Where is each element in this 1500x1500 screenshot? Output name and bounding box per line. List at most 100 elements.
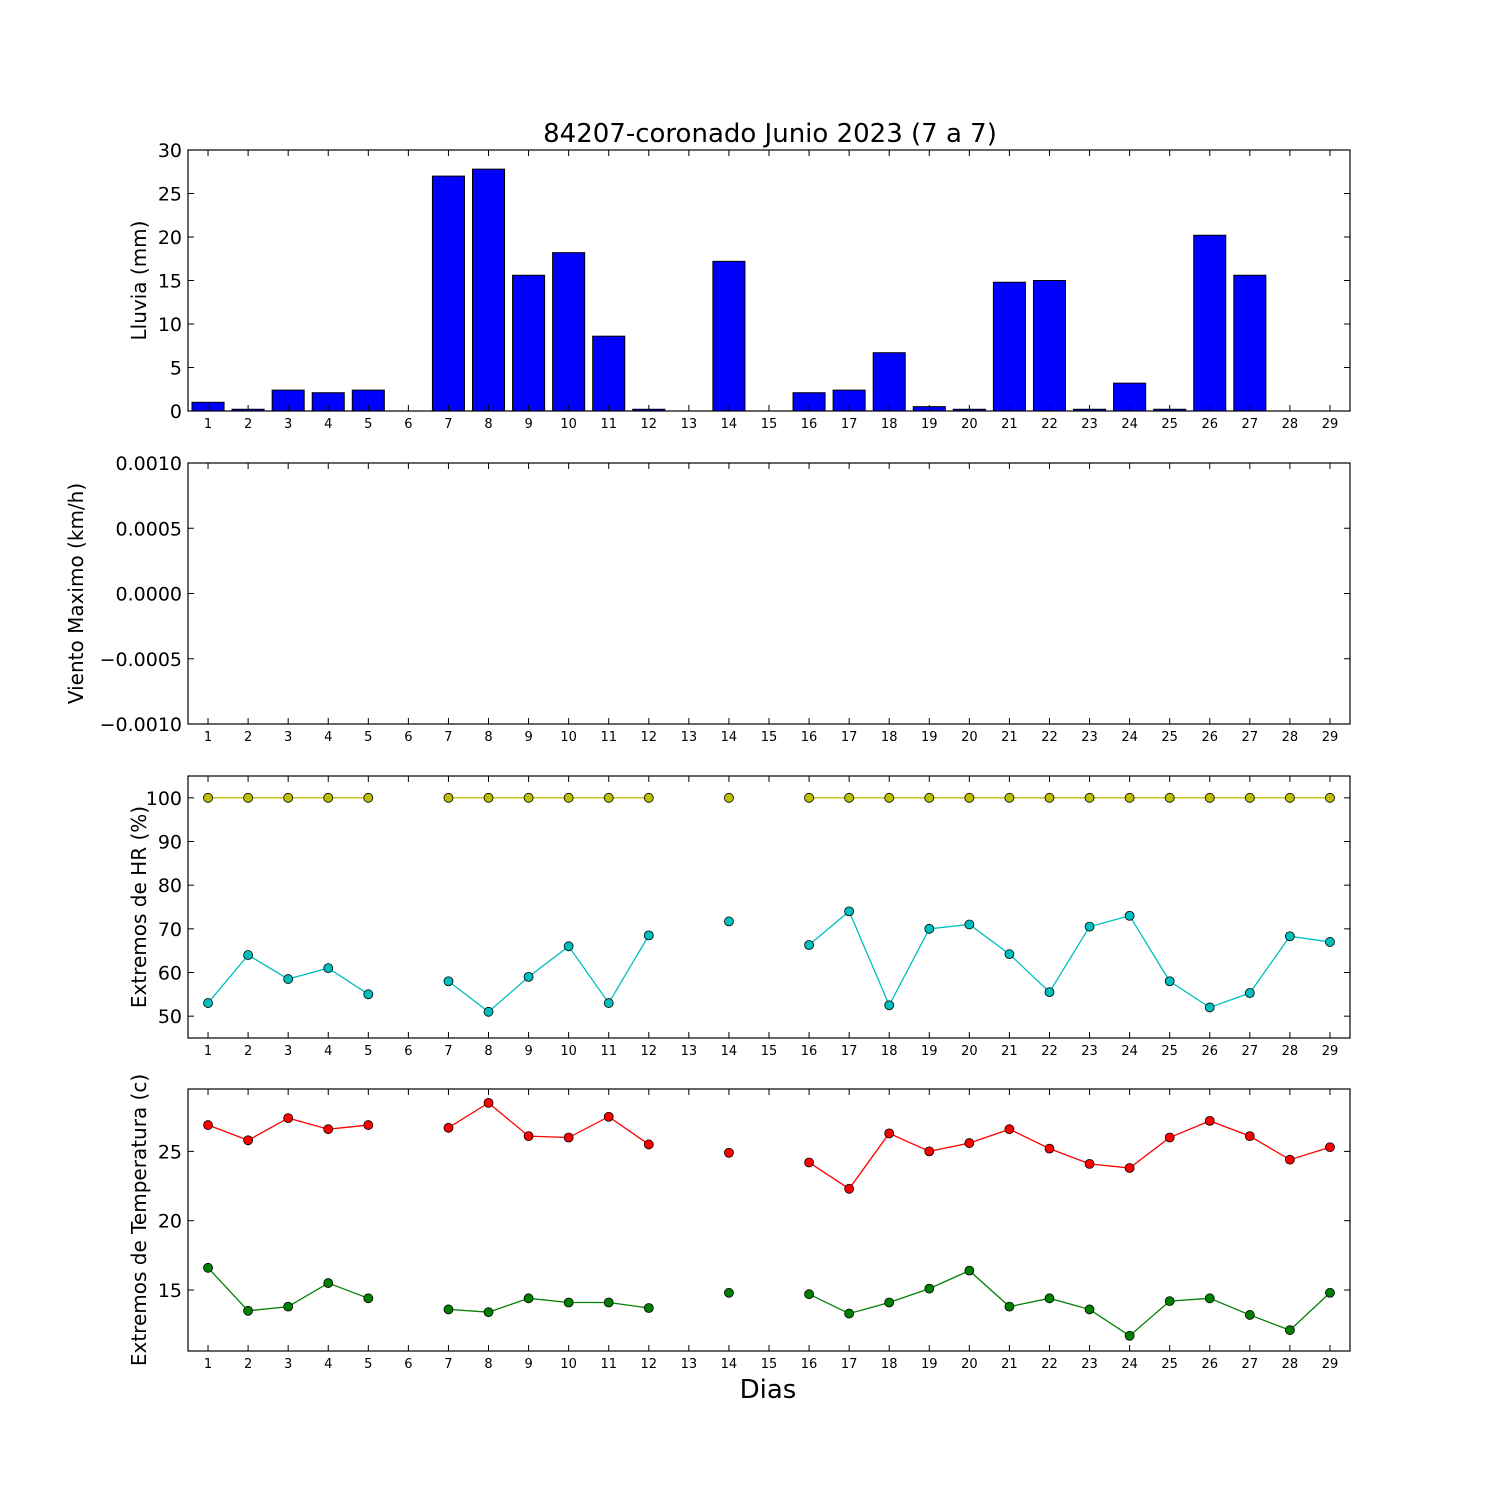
series-point-1 — [443, 1122, 454, 1133]
xtick-label: 4 — [324, 417, 332, 432]
series-point-1 — [643, 792, 654, 803]
xtick-label: 20 — [961, 730, 978, 745]
xtick-label: 20 — [961, 1357, 978, 1372]
ytick-label: 30 — [158, 140, 182, 162]
series-point-1 — [643, 1139, 654, 1150]
series-point-1 — [1284, 792, 1295, 803]
series-point-2 — [323, 1278, 334, 1288]
series-point-1 — [724, 792, 734, 803]
series-point-2 — [884, 1297, 895, 1308]
xtick-label: 29 — [1322, 1044, 1339, 1059]
series-point-1 — [243, 1135, 254, 1146]
rain-bar — [592, 335, 626, 412]
series-point-2 — [1164, 1296, 1175, 1306]
series-point-1 — [1204, 1115, 1215, 1126]
xtick-label: 12 — [641, 417, 658, 432]
series-point-1 — [483, 1097, 494, 1108]
xtick-label: 28 — [1282, 730, 1299, 745]
series-point-1 — [1164, 792, 1175, 803]
ytick-label: 25 — [158, 184, 182, 206]
xtick-label: 5 — [364, 417, 372, 432]
xtick-label: 9 — [524, 730, 532, 745]
ytick-label: 20 — [158, 227, 182, 249]
series-point-1 — [1124, 1163, 1135, 1173]
series-point-2 — [1164, 976, 1175, 987]
xtick-label: 19 — [921, 730, 938, 745]
xtick-label: 2 — [244, 417, 252, 432]
series-point-2 — [844, 906, 855, 917]
xtick-label: 15 — [761, 1357, 778, 1372]
xtick-label: 4 — [324, 1044, 332, 1059]
xtick-label: 13 — [681, 730, 698, 745]
series-point-1 — [1204, 792, 1215, 803]
xtick-label: 27 — [1242, 730, 1259, 745]
xtick-label: 13 — [681, 1044, 698, 1059]
xtick-label: 13 — [681, 1357, 698, 1372]
series-point-2 — [1004, 1301, 1015, 1312]
series-point-1 — [203, 1120, 213, 1130]
series-point-2 — [603, 998, 614, 1008]
ytick-label: 80 — [158, 875, 182, 897]
xtick-label: 26 — [1201, 417, 1218, 432]
xtick-label: 22 — [1041, 730, 1058, 745]
xtick-label: 17 — [841, 1357, 858, 1372]
xtick-label: 23 — [1081, 730, 1098, 745]
xtick-label: 18 — [881, 1044, 898, 1059]
series-point-2 — [603, 1297, 614, 1308]
xtick-label: 28 — [1282, 1044, 1299, 1059]
series-point-1 — [1244, 792, 1255, 803]
xtick-label: 7 — [444, 417, 452, 432]
series-point-2 — [483, 1006, 494, 1017]
ytick-label: 20 — [158, 1211, 182, 1233]
series-point-2 — [1244, 1310, 1255, 1320]
rain-bar — [431, 175, 465, 412]
xtick-label: 2 — [244, 1357, 252, 1372]
xtick-label: 18 — [881, 730, 898, 745]
xtick-label: 11 — [600, 1044, 617, 1059]
xtick-label: 16 — [801, 1044, 818, 1059]
ytick-label: 10 — [158, 314, 182, 336]
xtick-label: 6 — [404, 417, 412, 432]
xtick-label: 22 — [1041, 1044, 1058, 1059]
series-point-1 — [443, 792, 454, 803]
series-point-2 — [964, 919, 975, 930]
xtick-label: 16 — [801, 1357, 818, 1372]
ytick-label: 90 — [158, 832, 182, 854]
xtick-label: 29 — [1322, 1357, 1339, 1372]
series-point-1 — [804, 1157, 814, 1168]
xtick-label: 29 — [1322, 417, 1339, 432]
xtick-label: 8 — [484, 730, 492, 745]
xtick-label: 16 — [801, 417, 818, 432]
ytick-label: 0.0005 — [116, 518, 182, 540]
series-point-1 — [1164, 1132, 1175, 1143]
xtick-label: 23 — [1081, 1044, 1098, 1059]
series-point-1 — [844, 1183, 855, 1194]
xtick-label: 8 — [484, 1044, 492, 1059]
series-point-2 — [283, 974, 294, 984]
xtick-label: 9 — [524, 417, 532, 432]
series-point-2 — [1325, 1287, 1335, 1298]
chart-title: 84207-coronado Junio 2023 (7 a 7) — [543, 119, 997, 149]
series-point-1 — [924, 1146, 935, 1157]
xtick-label: 10 — [560, 730, 577, 745]
series-point-2 — [884, 1000, 895, 1011]
ytick-label: 0.0000 — [116, 584, 182, 606]
xtick-label: 22 — [1041, 1357, 1058, 1372]
series-point-2 — [563, 1297, 574, 1308]
series-point-2 — [363, 989, 374, 1000]
xtick-label: 8 — [484, 417, 492, 432]
series-point-2 — [243, 950, 254, 960]
xtick-label: 22 — [1041, 417, 1058, 432]
series-point-2 — [724, 1287, 734, 1298]
xtick-label: 7 — [444, 1357, 452, 1372]
series-point-1 — [363, 1120, 374, 1130]
xtick-label: 15 — [761, 730, 778, 745]
y-axis-label: Lluvia (mm) — [127, 221, 151, 341]
xtick-label: 27 — [1242, 417, 1259, 432]
xtick-label: 17 — [841, 417, 858, 432]
series-point-2 — [1325, 937, 1335, 947]
